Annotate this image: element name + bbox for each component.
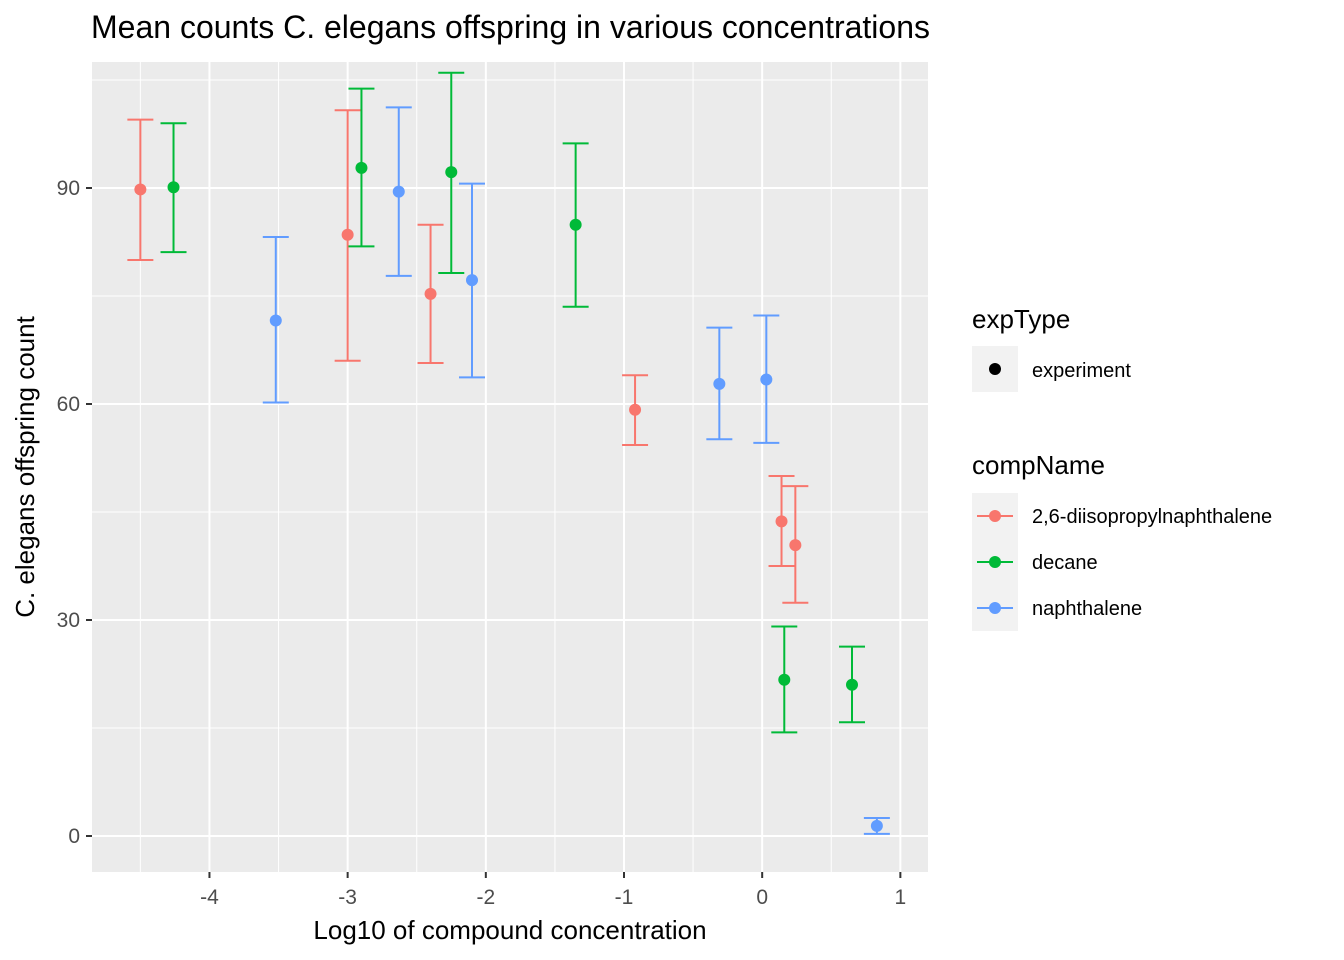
point-decane-3 xyxy=(569,218,582,231)
point-2-6-diisopropylnaphthalene-2 xyxy=(424,287,437,300)
point-naphthalene-0 xyxy=(269,314,282,327)
legend-compname: compName 2,6-diisopropylnaphthalene deca… xyxy=(972,450,1272,631)
x-tick-label: 1 xyxy=(895,886,907,909)
legend-key-point-decane xyxy=(989,556,1001,568)
legend-keys xyxy=(977,510,1013,614)
y-tick-label: 30 xyxy=(57,609,80,632)
legend-label-experiment: experiment xyxy=(1032,360,1131,382)
point-2-6-diisopropylnaphthalene-1 xyxy=(341,228,354,241)
x-tick-label: -2 xyxy=(476,886,495,909)
point-2-6-diisopropylnaphthalene-5 xyxy=(789,539,802,552)
point-naphthalene-5 xyxy=(870,819,883,832)
legend-label-naphthalene: naphthalene xyxy=(1032,598,1142,620)
legend-exptype: expType experiment xyxy=(972,304,1131,392)
point-2-6-diisopropylnaphthalene-3 xyxy=(629,403,642,416)
x-axis-title: Log10 of compound concentration xyxy=(313,915,706,945)
chart-title: Mean counts C. elegans offspring in vari… xyxy=(91,9,930,45)
y-tick-label: 0 xyxy=(68,825,80,848)
legend-key-point-2-6-diisopropylnaphthalene xyxy=(989,510,1001,522)
data-points xyxy=(134,161,883,832)
point-naphthalene-3 xyxy=(713,377,726,390)
y-tick-label: 90 xyxy=(57,177,80,200)
x-tick-label: -3 xyxy=(338,886,357,909)
x-tick-label: -4 xyxy=(200,886,219,909)
legend-label-diisopropylnaphthalene: 2,6-diisopropylnaphthalene xyxy=(1032,506,1272,528)
point-decane-1 xyxy=(355,161,368,174)
point-naphthalene-4 xyxy=(760,373,773,386)
legend-key-experiment-point xyxy=(989,363,1001,375)
point-decane-4 xyxy=(778,673,791,686)
legend-key-point-naphthalene xyxy=(989,602,1001,614)
point-naphthalene-1 xyxy=(392,185,405,198)
legend-exptype-title: expType xyxy=(972,304,1070,334)
legend-compname-title: compName xyxy=(972,450,1105,480)
x-axis: -4 -3 -2 -1 0 1 xyxy=(200,872,906,909)
point-decane-0 xyxy=(167,181,180,194)
legend-label-decane: decane xyxy=(1032,552,1098,574)
point-naphthalene-2 xyxy=(466,274,478,287)
point-2-6-diisopropylnaphthalene-4 xyxy=(775,515,788,528)
y-axis: 0 30 60 90 xyxy=(57,177,92,848)
point-2-6-diisopropylnaphthalene-0 xyxy=(134,183,147,196)
y-tick-label: 60 xyxy=(57,393,80,416)
y-axis-title: C. elegans offspring count xyxy=(10,315,40,617)
plot-panel xyxy=(92,62,928,872)
point-decane-2 xyxy=(445,166,458,179)
x-tick-label: 0 xyxy=(756,886,768,909)
x-tick-label: -1 xyxy=(615,886,634,909)
point-decane-5 xyxy=(846,678,858,691)
